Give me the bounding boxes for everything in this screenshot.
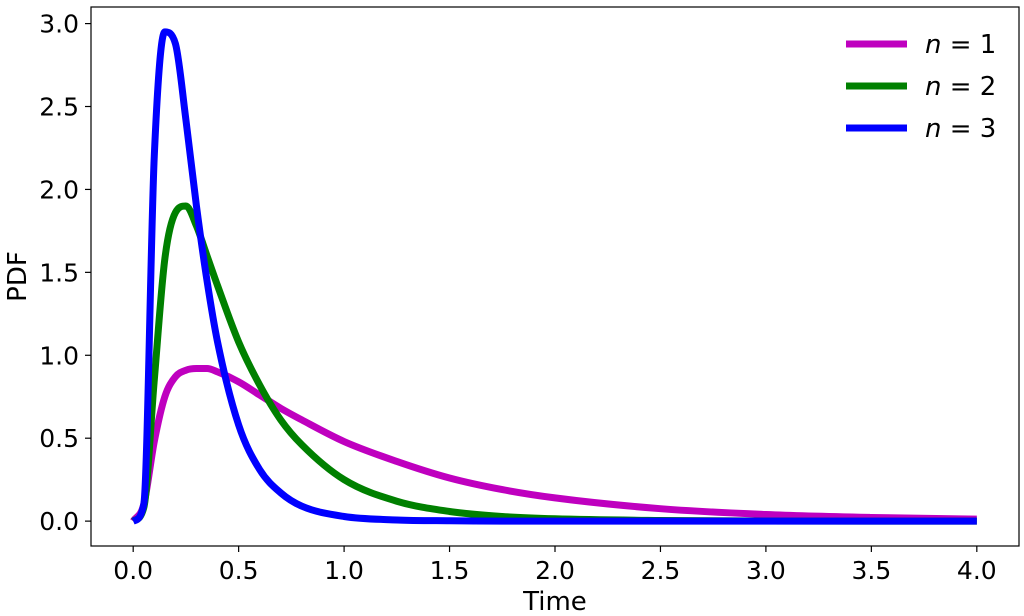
x-tick-label: 4.0 — [957, 556, 997, 585]
x-tick-label: 3.5 — [851, 556, 891, 585]
y-tick-label: 0.5 — [39, 424, 79, 453]
x-tick-label: 1.0 — [324, 556, 364, 585]
x-tick-label: 2.0 — [535, 556, 575, 585]
legend: n = 1 n = 2 n = 3 — [846, 30, 996, 144]
legend-label-3: n = 3 — [925, 114, 996, 144]
x-axis-label: Time — [522, 587, 587, 616]
legend-label-1: n = 1 — [925, 30, 996, 60]
x-tick-label: 3.0 — [746, 556, 786, 585]
series-line-1 — [130, 365, 977, 524]
series-line-3 — [131, 28, 977, 525]
y-tick-label: 2.5 — [39, 93, 79, 122]
y-tick-label: 1.0 — [39, 341, 79, 370]
legend-label-2: n = 2 — [925, 72, 996, 102]
y-tick-label: 0.0 — [39, 507, 79, 536]
x-tick-label: 0.0 — [113, 556, 153, 585]
y-tick-label: 2.0 — [39, 175, 79, 204]
x-tick-label: 1.5 — [430, 556, 470, 585]
plot-area — [130, 28, 977, 525]
y-axis-label: PDF — [3, 251, 33, 302]
y-tick-label: 1.5 — [39, 258, 79, 287]
x-tick-label: 0.5 — [219, 556, 259, 585]
y-tick-label: 3.0 — [39, 10, 79, 39]
axes: 0.0 0.5 1.0 1.5 2.0 2.5 3.0 3.5 4.0 0.0 0.5 1.0 1.5 2… — [39, 6, 1020, 585]
x-tick-label: 2.5 — [641, 556, 681, 585]
